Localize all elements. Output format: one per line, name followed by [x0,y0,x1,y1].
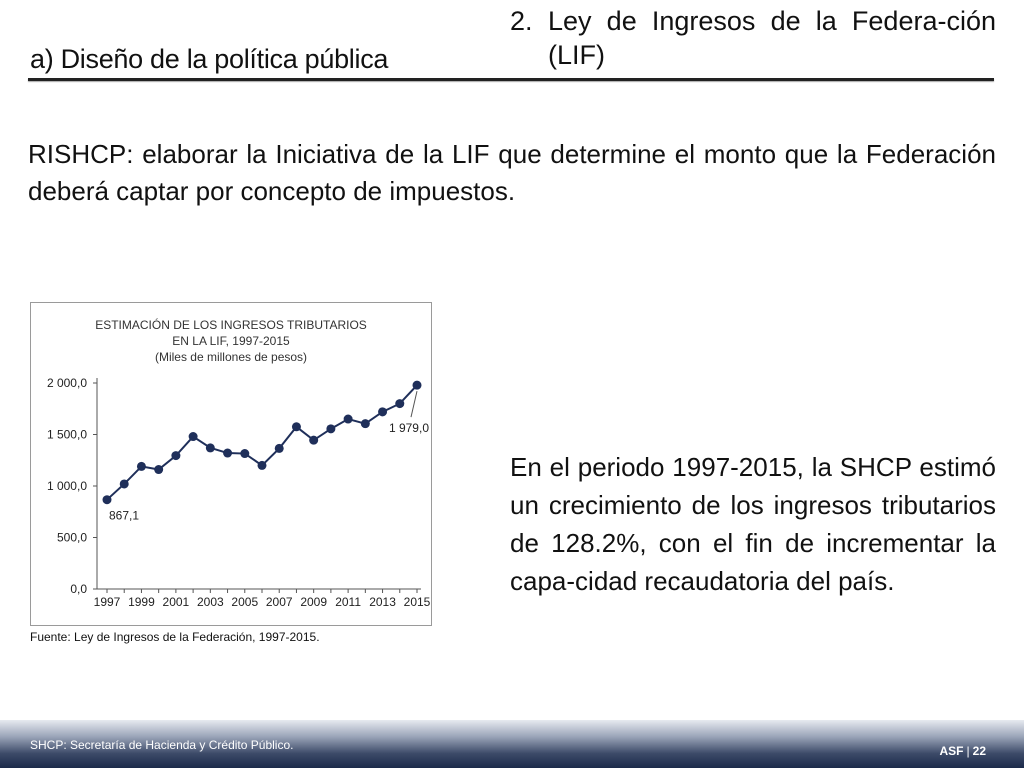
data-label-leader [410,391,418,418]
data-point [223,448,233,458]
data-label: 1 979,0 [389,421,429,435]
data-point [240,449,250,459]
x-tick-label: 1997 [94,595,121,609]
conclusion-paragraph: En el periodo 1997-2015, la SHCP estimó … [510,452,996,596]
subsection-title: Ley de Ingresos de la Federa-ción (LIF) [548,6,996,70]
data-point [378,407,388,417]
chart-title-line-1: ESTIMACIÓN DE LOS INGRESOS TRIBUTARIOS [95,317,367,332]
chart-container: ESTIMACIÓN DE LOS INGRESOS TRIBUTARIOS E… [30,302,432,626]
x-tick-label: 2007 [266,595,293,609]
chart-title-line-2: EN LA LIF, 1997-2015 [172,334,290,348]
footer-separator: | [966,744,970,758]
header-divider [28,78,994,81]
footer-band [0,720,1024,768]
y-tick-label: 1 500,0 [47,428,87,442]
subsection-number: 2. [510,6,533,36]
x-tick-label: 2003 [197,595,224,609]
x-tick-label: 2001 [163,595,190,609]
line-chart: ESTIMACIÓN DE LOS INGRESOS TRIBUTARIOS E… [47,317,431,609]
page-number: 22 [972,744,986,758]
chart-source: Fuente: Ley de Ingresos de la Federación… [30,630,320,644]
footer-page-marker: ASF | 22 [940,744,986,758]
x-tick-label: 2013 [369,595,396,609]
x-tick-label: 2005 [231,595,258,609]
org-label: ASF [939,744,964,758]
chart-plot-area: 0,0 500,0 1 000,0 1 500,0 2 000,0 1997 1999 200… [47,376,431,609]
data-point [274,443,284,453]
x-tick-label: 2015 [404,595,431,609]
footer-note: SHCP: Secretaría de Hacienda y Crédito P… [30,738,294,752]
y-tick-label: 2 000,0 [47,376,87,390]
intro-paragraph: RISHCP: elaborar la Iniciativa de la LIF… [28,139,996,206]
series-line [106,384,418,501]
subsection-heading: 2. Ley de Ingresos de la Federa-ción (LI… [510,4,996,72]
data-point [205,443,215,453]
chart-title-line-3: (Miles de millones de pesos) [155,350,307,364]
data-point [291,422,301,432]
data-point [412,380,422,390]
x-tick-label: 1999 [128,595,155,609]
x-tick-label: 2011 [335,595,361,609]
data-point [309,435,319,445]
data-point [136,461,146,471]
x-tick-label: 2009 [300,595,327,609]
y-tick-label: 0,0 [70,582,87,596]
data-point [102,495,112,505]
data-point [154,465,164,475]
data-label: 867,1 [109,509,139,523]
data-point [119,479,129,489]
data-point [257,460,267,470]
y-tick-label: 1 000,0 [47,479,87,493]
data-point [326,424,336,434]
y-tick-label: 500,0 [57,531,87,545]
data-point [343,414,353,424]
data-point [171,451,181,461]
data-point [188,432,198,442]
data-point [360,419,370,429]
data-point [395,399,405,409]
section-heading: a) Diseño de la política pública [30,44,389,74]
